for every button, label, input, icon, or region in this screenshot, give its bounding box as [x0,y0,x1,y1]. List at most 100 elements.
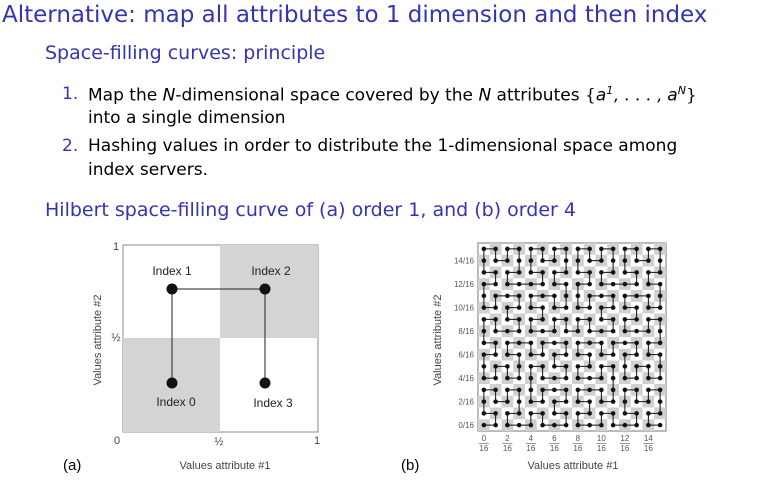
node [516,258,522,263]
node [505,387,510,393]
node [563,317,569,322]
node [599,364,604,369]
text: a [667,85,678,106]
heading: Hilbert space-filling curve of (a) order… [45,199,576,221]
node [481,293,487,299]
node [493,375,498,381]
node [622,422,628,428]
node [634,293,639,299]
node [552,270,557,275]
node [481,364,487,369]
node-label: Index 3 [253,396,293,410]
node [575,246,581,252]
node [610,422,616,428]
node [563,422,569,428]
node [646,375,651,381]
node [657,270,663,275]
node [505,399,510,404]
node [166,377,178,389]
node [587,281,592,287]
node [657,375,663,381]
x-tick-label: 8 [576,434,581,443]
text: , . . . , [613,85,668,106]
node [481,352,487,357]
node [493,317,498,322]
node [575,399,581,404]
node [634,328,639,334]
node [516,328,522,334]
node [622,270,628,275]
node [493,411,498,416]
node [622,281,628,287]
subtitle: Space-filling curves: principle [45,42,326,64]
node [516,340,522,346]
x-tick-label: 16 [644,444,653,453]
node [505,305,510,310]
node [575,340,581,346]
node [599,387,604,393]
node [610,258,616,263]
node [516,246,522,252]
node [552,258,557,263]
node [634,364,639,369]
node [528,387,534,393]
node [657,399,663,404]
node [259,283,271,295]
node [540,387,545,393]
node [610,305,616,310]
node [516,270,522,275]
node [575,258,581,263]
node [657,305,663,310]
node [646,317,651,322]
node [552,387,557,393]
node [610,246,616,252]
node [634,317,639,322]
node [575,411,581,416]
node [575,328,581,334]
node [622,364,628,369]
node [528,399,534,404]
node [634,352,639,357]
node [540,258,545,263]
node [481,422,487,428]
node [528,246,534,252]
node [516,352,522,357]
node-label: Index 0 [156,395,196,409]
node [599,270,604,275]
node [563,340,569,346]
node [552,375,557,381]
node [587,364,592,369]
node [646,352,651,357]
node [599,246,604,252]
node [505,270,510,275]
node [610,375,616,381]
node [493,293,498,299]
x-tick-label: 0 [482,434,487,443]
node [516,411,522,416]
x-tick-label: 12 [620,434,629,443]
node [563,305,569,310]
node [528,411,534,416]
node [552,340,557,346]
node [540,352,545,357]
node [481,270,487,275]
node [493,422,498,428]
node [634,258,639,263]
node [610,317,616,322]
node [646,246,651,252]
node [540,281,545,287]
node [528,340,534,346]
list-text: Map the N-dimensional space covered by t… [88,84,697,106]
node [622,317,628,322]
node [657,258,663,263]
node [563,411,569,416]
node [657,246,663,252]
node [540,364,545,369]
node [505,352,510,357]
node [657,340,663,346]
node [657,293,663,299]
x-tick-label: 0 [114,435,120,447]
node [646,411,651,416]
node [657,422,663,428]
